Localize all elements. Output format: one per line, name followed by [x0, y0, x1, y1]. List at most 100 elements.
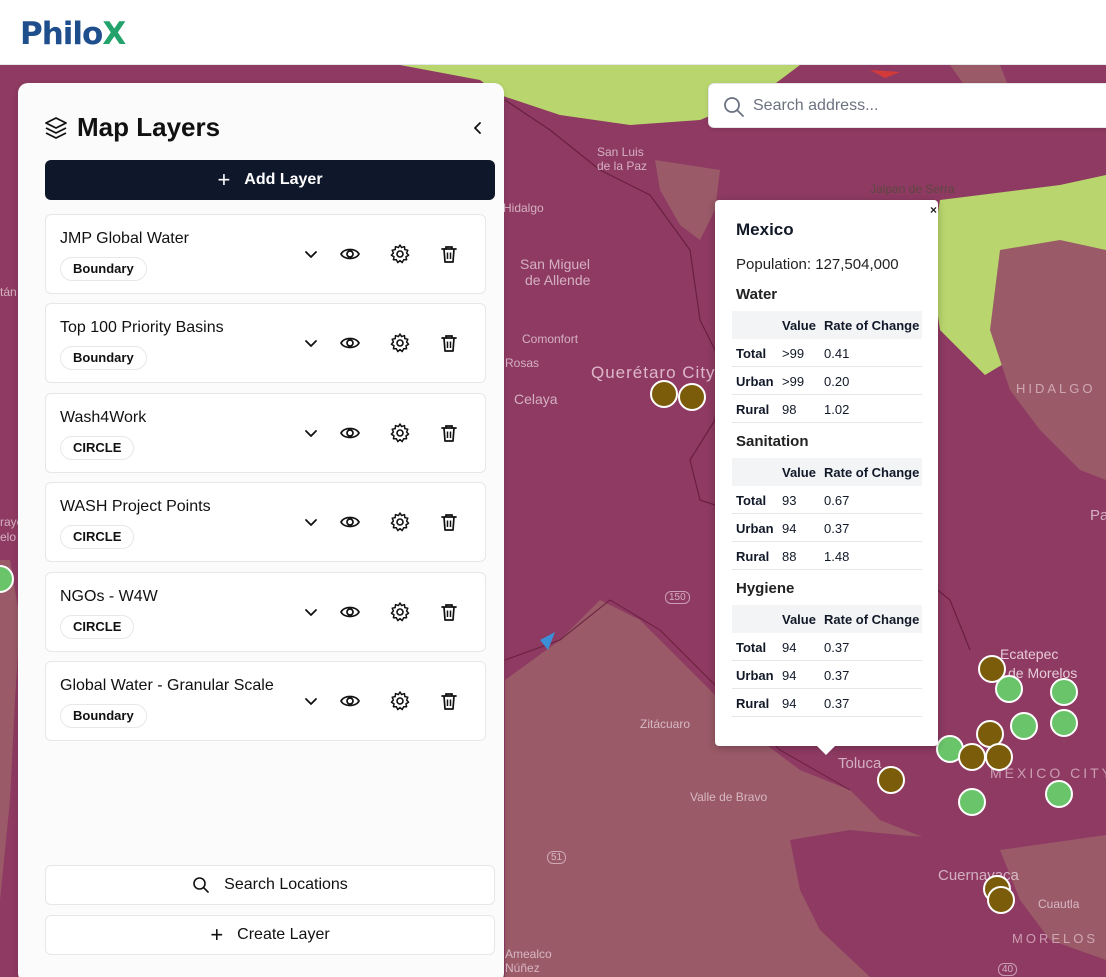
create-layer-button[interactable]: + Create Layer: [45, 915, 495, 955]
gear-icon[interactable]: [389, 422, 411, 444]
row-rate: 0.41: [824, 346, 850, 361]
map-point-green[interactable]: [958, 788, 986, 816]
eye-icon[interactable]: [339, 601, 361, 623]
address-search[interactable]: [708, 83, 1106, 128]
row-rate: 1.02: [824, 402, 850, 417]
row-label: Total: [736, 493, 767, 508]
eye-icon[interactable]: [339, 511, 361, 533]
layer-card[interactable]: Wash4Work CIRCLE: [45, 393, 486, 473]
popup-title: Mexico: [736, 220, 794, 239]
gear-icon[interactable]: [389, 601, 411, 623]
column-header: Rate of Change: [824, 318, 920, 333]
map-label-de-allende: de Allende: [525, 272, 591, 288]
map-label-valle-bravo: Valle de Bravo: [690, 790, 768, 804]
map-label-hidalgo: Hidalgo: [503, 201, 544, 215]
map-label-jalpan: Jalpan de Serra: [870, 182, 955, 196]
gear-icon[interactable]: [389, 243, 411, 265]
row-value: 93: [782, 493, 797, 508]
layer-card[interactable]: WASH Project Points CIRCLE: [45, 482, 486, 562]
gear-icon[interactable]: [389, 690, 411, 712]
address-search-input[interactable]: [753, 94, 1093, 118]
chevron-down-icon[interactable]: [300, 243, 322, 265]
gear-icon[interactable]: [389, 511, 411, 533]
popup-arrow: [815, 744, 837, 755]
search-icon: [193, 877, 209, 893]
map-point-green[interactable]: [1050, 678, 1078, 706]
chevron-down-icon[interactable]: [300, 511, 322, 533]
search-locations-button[interactable]: Search Locations: [45, 865, 495, 905]
layer-name: Wash4Work: [60, 409, 147, 426]
trash-icon[interactable]: [438, 332, 460, 354]
row-value: 98: [782, 402, 797, 417]
chevron-left-icon[interactable]: [468, 118, 488, 138]
row-rate: 0.67: [824, 493, 850, 508]
row-label: Rural: [736, 696, 770, 711]
chevron-down-icon[interactable]: [300, 332, 322, 354]
row-value: 94: [782, 696, 797, 711]
chevron-down-icon[interactable]: [300, 601, 322, 623]
trash-icon[interactable]: [438, 243, 460, 265]
map-point-brown[interactable]: [985, 743, 1013, 771]
layer-name: Global Water - Granular Scale: [60, 677, 274, 694]
eye-icon[interactable]: [339, 332, 361, 354]
row-value: 94: [782, 640, 797, 655]
map-point-green[interactable]: [1010, 712, 1038, 740]
create-layer-label: Create Layer: [237, 926, 330, 943]
region-mauve-2: [990, 240, 1106, 480]
row-label: Urban: [736, 521, 774, 536]
road-shield-51: 51: [547, 851, 567, 864]
map-point-brown[interactable]: [987, 886, 1015, 914]
popup-section-title: Water: [736, 286, 778, 303]
trash-icon[interactable]: [438, 601, 460, 623]
gear-icon[interactable]: [389, 332, 411, 354]
add-layer-button[interactable]: + Add Layer: [45, 160, 495, 200]
search-locations-label: Search Locations: [224, 876, 348, 893]
row-value: 88: [782, 549, 797, 564]
trash-icon[interactable]: [438, 511, 460, 533]
chevron-down-icon[interactable]: [300, 690, 322, 712]
plus-icon: +: [217, 167, 231, 192]
layer-name: JMP Global Water: [60, 230, 189, 247]
layer-type-badge: Boundary: [60, 257, 147, 281]
chevron-down-icon[interactable]: [300, 422, 322, 444]
column-header: Value: [782, 612, 816, 627]
close-icon[interactable]: ×: [930, 203, 938, 217]
map-point-green[interactable]: [1045, 780, 1073, 808]
table-row: Urban >99 0.20: [732, 367, 922, 395]
layers-icon: [45, 117, 67, 139]
layer-card[interactable]: NGOs - W4W CIRCLE: [45, 572, 486, 652]
row-value: >99: [782, 346, 805, 361]
layer-card[interactable]: Global Water - Granular Scale Boundary: [45, 661, 486, 741]
row-value: 94: [782, 521, 797, 536]
region-mauve-1: [655, 160, 720, 240]
trash-icon[interactable]: [438, 690, 460, 712]
map-label-san-miguel: San Miguel: [520, 256, 591, 272]
logo-text: Philo: [20, 16, 103, 52]
row-rate: 0.37: [824, 640, 850, 655]
philox-logo[interactable]: PhiloX: [20, 14, 126, 54]
map-point-brown[interactable]: [678, 383, 706, 411]
eye-icon[interactable]: [339, 422, 361, 444]
map-point-brown[interactable]: [650, 380, 678, 408]
eye-icon[interactable]: [339, 243, 361, 265]
road-shield-40: 40: [998, 963, 1018, 976]
table-row: Rural 94 0.37: [732, 689, 922, 717]
layer-type-badge: CIRCLE: [60, 615, 135, 639]
map-point-green[interactable]: [1050, 709, 1078, 737]
table-row: Total 93 0.67: [732, 486, 922, 514]
layer-type-badge: Boundary: [60, 704, 147, 728]
layer-card[interactable]: JMP Global Water Boundary: [45, 214, 486, 294]
map-label-san-luis: San Luis: [597, 145, 644, 159]
row-label: Urban: [736, 374, 774, 389]
map-point-brown[interactable]: [877, 766, 905, 794]
map-label-pa: Pa: [1090, 507, 1106, 524]
map-point-green[interactable]: [995, 675, 1023, 703]
map-label-tan: tán: [0, 285, 17, 299]
eye-icon[interactable]: [339, 690, 361, 712]
boundary-red-1: [870, 70, 900, 78]
column-header: Value: [782, 465, 816, 480]
map-point-brown[interactable]: [958, 743, 986, 771]
layer-card[interactable]: Top 100 Priority Basins Boundary: [45, 303, 486, 383]
trash-icon[interactable]: [438, 422, 460, 444]
table-header-row: Value Rate of Change: [732, 458, 922, 486]
